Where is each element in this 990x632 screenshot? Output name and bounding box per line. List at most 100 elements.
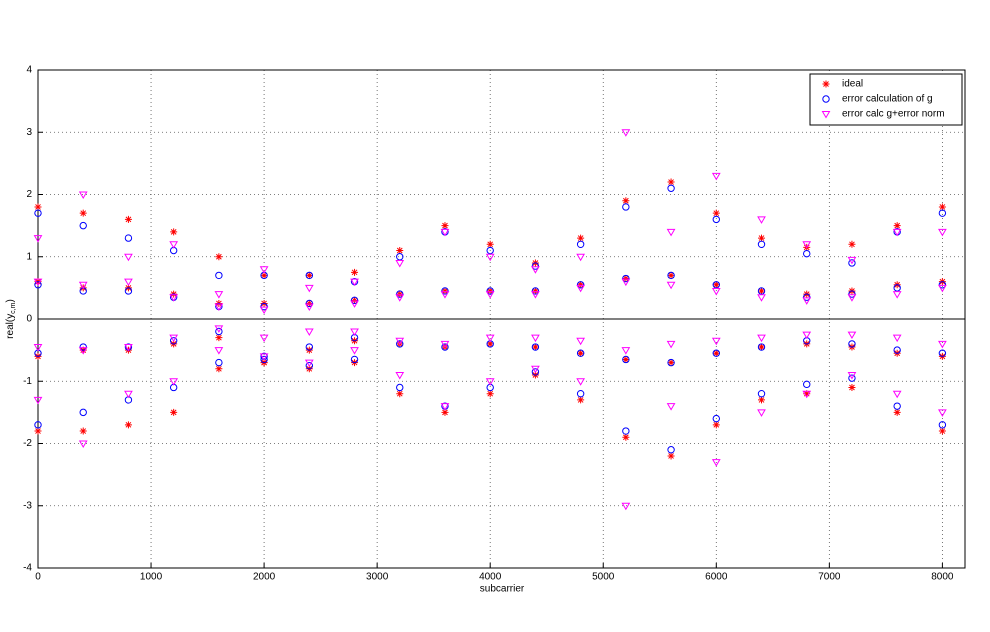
y-tick-label: 3	[26, 127, 32, 138]
point	[576, 337, 586, 346]
point	[395, 294, 405, 302]
point	[486, 390, 494, 398]
point	[34, 281, 42, 289]
point	[938, 421, 947, 429]
point	[577, 349, 585, 357]
point	[531, 343, 540, 351]
point	[757, 216, 766, 224]
point	[486, 240, 494, 248]
point	[576, 378, 586, 386]
point	[802, 331, 812, 340]
point	[351, 296, 359, 304]
point	[893, 408, 901, 416]
point	[396, 383, 404, 392]
point	[305, 271, 313, 279]
point	[169, 378, 179, 386]
x-tick-label: 2000	[253, 572, 276, 583]
y-tick-label: -1	[23, 376, 32, 387]
x-tick-label: 5000	[592, 572, 615, 583]
point	[170, 408, 178, 416]
point	[260, 355, 268, 364]
point	[486, 340, 494, 348]
point	[485, 378, 495, 386]
point	[305, 271, 314, 280]
point	[848, 383, 856, 391]
point	[666, 403, 676, 411]
point	[621, 502, 631, 511]
x-tick-label: 7000	[818, 572, 841, 583]
point	[757, 409, 766, 417]
point	[712, 349, 720, 357]
legend-marker	[822, 80, 830, 88]
point	[124, 287, 133, 295]
point	[396, 340, 404, 348]
point	[803, 249, 811, 258]
point	[622, 355, 630, 364]
point	[124, 390, 133, 399]
x-tick-label: 4000	[479, 572, 502, 583]
point	[758, 396, 766, 404]
point	[34, 427, 42, 435]
point	[396, 390, 404, 398]
y-tick-label: 1	[26, 251, 32, 262]
point	[712, 349, 720, 357]
point	[622, 355, 630, 363]
point	[938, 209, 947, 217]
point	[34, 421, 42, 429]
point	[666, 281, 676, 290]
point	[350, 328, 359, 336]
point	[893, 346, 901, 354]
point	[395, 337, 405, 346]
point	[622, 274, 630, 283]
point	[350, 355, 359, 364]
y-tick-label: 0	[26, 314, 32, 325]
point	[441, 287, 449, 295]
point	[848, 240, 856, 248]
point	[350, 296, 359, 305]
point	[441, 287, 449, 295]
point	[938, 228, 947, 237]
point	[938, 340, 947, 349]
point	[848, 340, 856, 348]
point	[33, 235, 43, 243]
point	[893, 222, 901, 230]
point	[712, 281, 720, 289]
y-label-text: real(y	[5, 314, 16, 339]
legend-marker	[822, 95, 830, 103]
point	[666, 340, 676, 349]
point	[215, 253, 223, 261]
point	[757, 287, 766, 295]
point	[124, 344, 133, 352]
point	[304, 359, 314, 368]
point	[803, 390, 811, 398]
point	[441, 222, 449, 230]
point	[124, 234, 133, 242]
point	[576, 349, 585, 357]
point	[848, 374, 856, 382]
point	[892, 334, 902, 343]
point	[667, 184, 675, 192]
point	[712, 421, 720, 429]
point	[441, 408, 449, 416]
point	[395, 259, 405, 268]
point	[577, 281, 585, 289]
point	[893, 402, 901, 410]
point	[576, 284, 586, 293]
point	[169, 337, 178, 345]
point	[622, 275, 630, 283]
point	[711, 337, 721, 346]
point	[305, 343, 314, 351]
point	[259, 353, 269, 361]
point	[215, 358, 223, 367]
point	[260, 271, 268, 279]
point	[938, 409, 947, 417]
point	[757, 343, 766, 351]
point	[170, 228, 178, 236]
point	[440, 291, 450, 299]
point	[486, 287, 494, 295]
point	[78, 191, 88, 199]
point	[803, 293, 811, 301]
x-tick-label: 8000	[931, 572, 954, 583]
point	[259, 306, 269, 315]
legend-label: error calculation of g	[842, 94, 933, 105]
